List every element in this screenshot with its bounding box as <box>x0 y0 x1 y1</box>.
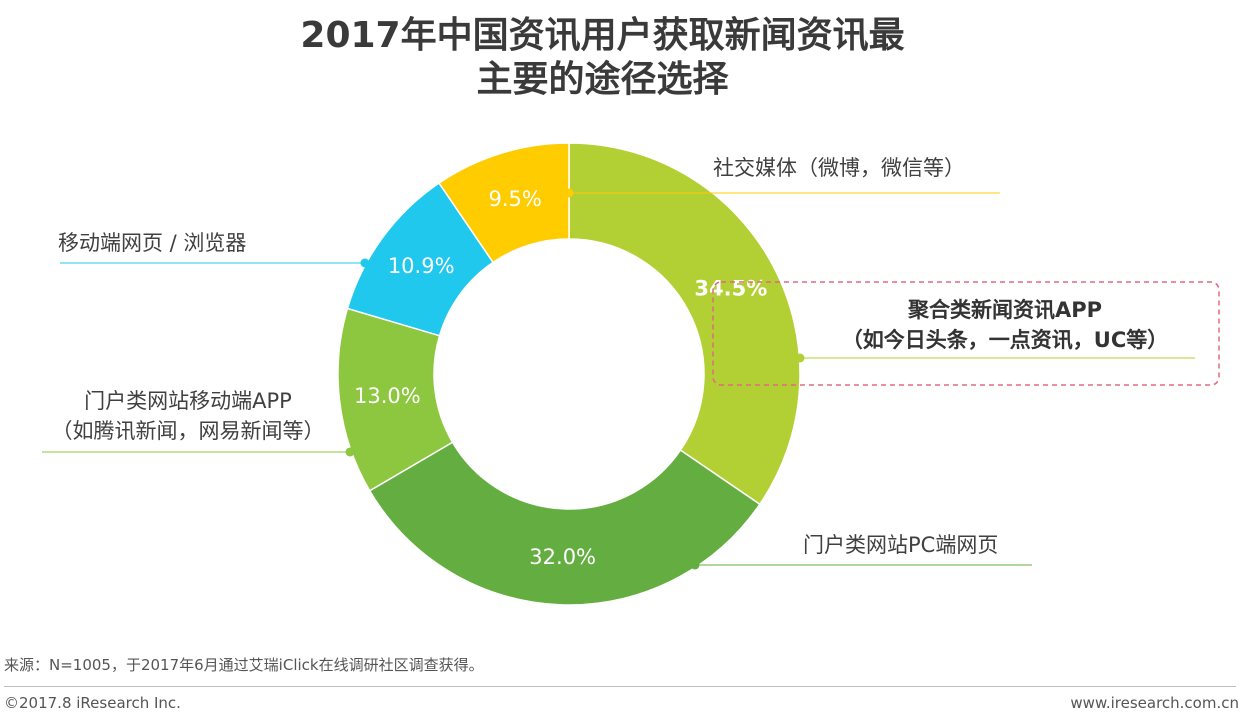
label-portal-app: 门户类网站移动端APP （如腾讯新闻，网易新闻等） <box>38 386 338 446</box>
leader-dot-mobile-web <box>360 258 370 268</box>
donut-slices <box>337 142 801 606</box>
leader-dots <box>345 188 805 570</box>
label-social: 社交媒体（微博，微信等） <box>713 156 965 180</box>
label-portal-app-line1: 门户类网站移动端APP <box>84 389 292 413</box>
leader-lines <box>42 192 1195 566</box>
donut-value-labels: 34.5% 32.0% 13.0% 10.9% 9.5% <box>354 187 767 569</box>
slice-aggregator <box>568 142 801 506</box>
slice-social <box>438 142 570 264</box>
leader-dot-social <box>564 188 574 198</box>
highlight-box <box>712 281 1220 386</box>
value-label-mobile-web: 10.9% <box>388 254 455 278</box>
value-label-portal-pc: 32.0% <box>529 545 596 569</box>
value-label-aggregator: 34.5% <box>694 277 767 301</box>
chart-title-line1: 2017年中国资讯用户获取新闻资讯最 <box>300 15 905 56</box>
label-mobile-web: 移动端网页 / 浏览器 <box>58 231 247 255</box>
chart-title-line2: 主要的途径选择 <box>476 59 729 100</box>
source-note: 来源：N=1005，于2017年6月通过艾瑞iClick在线调研社区调查获得。 <box>4 656 484 674</box>
leader-dot-portal-app <box>345 447 355 457</box>
website-link[interactable]: www.iresearch.com.cn <box>1070 694 1239 712</box>
chart-title: 2017年中国资讯用户获取新闻资讯最 主要的途径选择 <box>0 14 1205 102</box>
leader-dot-aggregator <box>795 353 805 363</box>
label-aggregator-line2: （如今日头条，一点资讯，UC等） <box>841 328 1169 352</box>
leader-dot-portal-pc <box>690 560 700 570</box>
slice-portal-pc <box>368 441 761 606</box>
copyright: ©2017.8 iResearch Inc. <box>4 694 181 712</box>
label-portal-pc: 门户类网站PC端网页 <box>803 533 999 557</box>
label-portal-app-line2: （如腾讯新闻，网易新闻等） <box>51 419 325 443</box>
value-label-social: 9.5% <box>488 187 541 211</box>
value-label-portal-app: 13.0% <box>354 384 421 408</box>
label-aggregator: 聚合类新闻资讯APP （如今日头条，一点资讯，UC等） <box>800 295 1210 355</box>
footer-divider <box>4 686 1236 687</box>
label-aggregator-line1: 聚合类新闻资讯APP <box>907 298 1103 322</box>
